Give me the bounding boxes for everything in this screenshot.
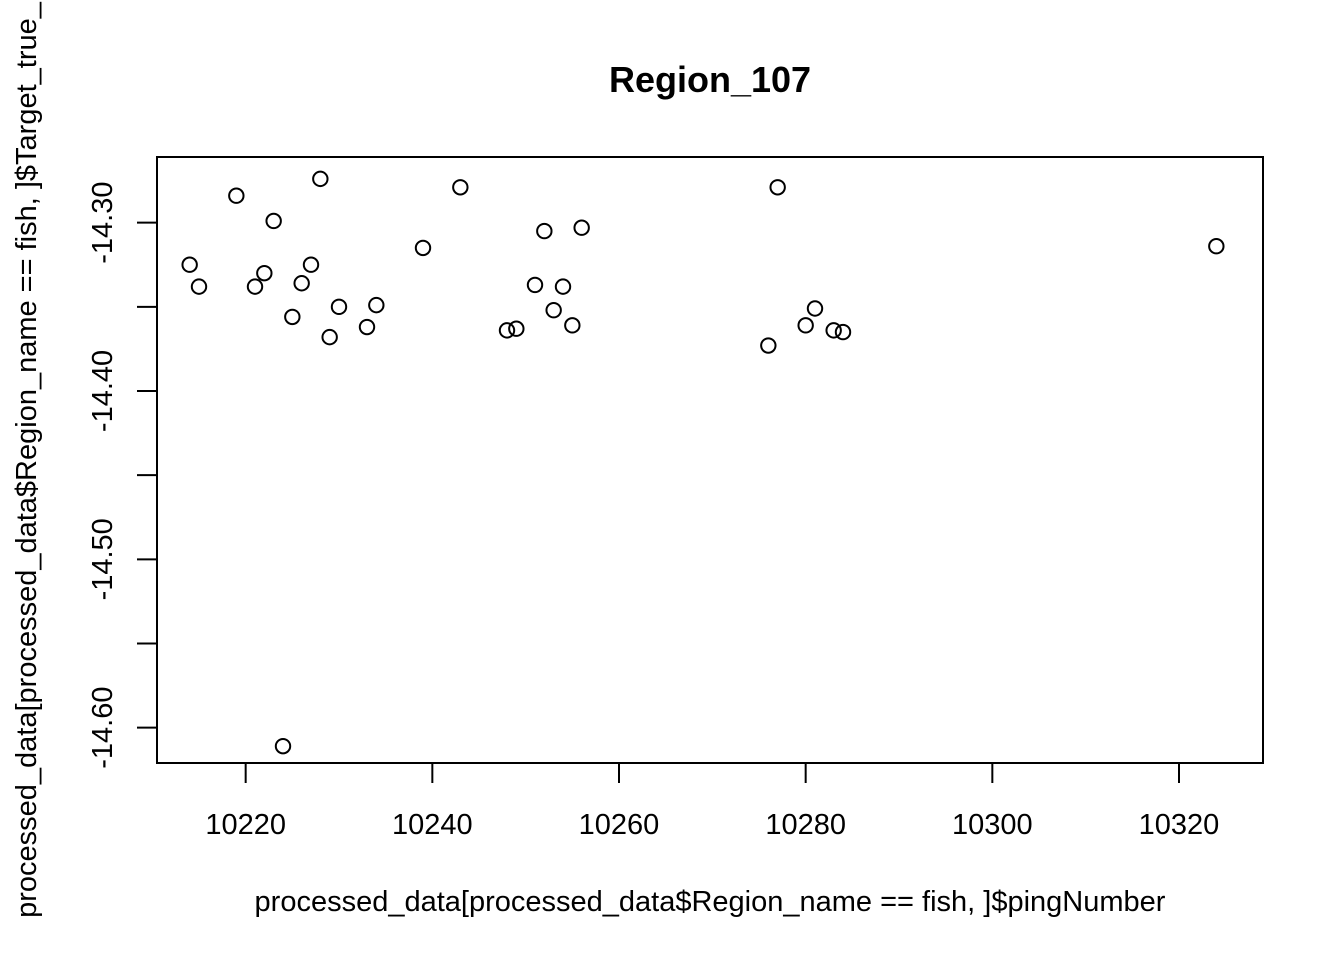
data-point: [256, 264, 273, 282]
data-point: [536, 222, 553, 240]
chart-title: Region_107: [609, 59, 811, 100]
x-tick-label: 10320: [1139, 809, 1220, 841]
y-tick-label: -14.50: [87, 518, 119, 600]
y-tick-label: -14.40: [87, 350, 119, 432]
y-tick-label: -14.60: [87, 687, 119, 769]
data-point: [414, 239, 432, 257]
data-point: [573, 219, 590, 236]
data-point: [834, 323, 852, 341]
data-point: [246, 278, 264, 295]
data-point: [526, 276, 544, 294]
data-point: [554, 278, 572, 295]
data-point: [508, 320, 525, 337]
data-point: [368, 296, 385, 314]
data-point: [452, 179, 469, 196]
data-point: [825, 322, 842, 339]
data-point: [358, 318, 376, 336]
data-point: [806, 300, 824, 317]
data-point: [302, 256, 320, 273]
x-tick-label: 10280: [765, 809, 846, 841]
data-point: [769, 179, 786, 196]
x-axis: 10220 10240 10260 10280 10300 10320: [205, 762, 1220, 841]
y-axis-label: processed_data[processed_data$Region_nam…: [11, 1, 43, 918]
x-tick-label: 10260: [579, 809, 660, 841]
data-point: [545, 301, 562, 319]
data-point: [498, 322, 516, 339]
data-point: [564, 317, 581, 334]
data-point: [1208, 238, 1225, 255]
data-point: [293, 275, 310, 292]
data-point: [181, 256, 198, 273]
data-point: [321, 328, 338, 346]
y-axis: -14.60 -14.50 -14.40 -14.30: [87, 182, 158, 769]
data-point: [312, 170, 329, 188]
x-tick-label: 10220: [205, 809, 286, 841]
data-point: [284, 308, 301, 326]
data-point: [760, 337, 777, 354]
data-point: [330, 298, 348, 316]
x-tick-label: 10300: [952, 809, 1033, 841]
y-tick-label: -14.30: [87, 182, 119, 264]
x-tick-label: 10240: [392, 809, 473, 841]
x-axis-label: processed_data[processed_data$Region_nam…: [255, 886, 1166, 918]
plot-frame: [156, 156, 1264, 764]
data-point: [190, 278, 208, 295]
data-points: [181, 170, 1225, 755]
data-point: [228, 187, 245, 204]
data-point: [274, 737, 292, 755]
data-point: [797, 317, 814, 334]
data-point: [265, 212, 282, 230]
